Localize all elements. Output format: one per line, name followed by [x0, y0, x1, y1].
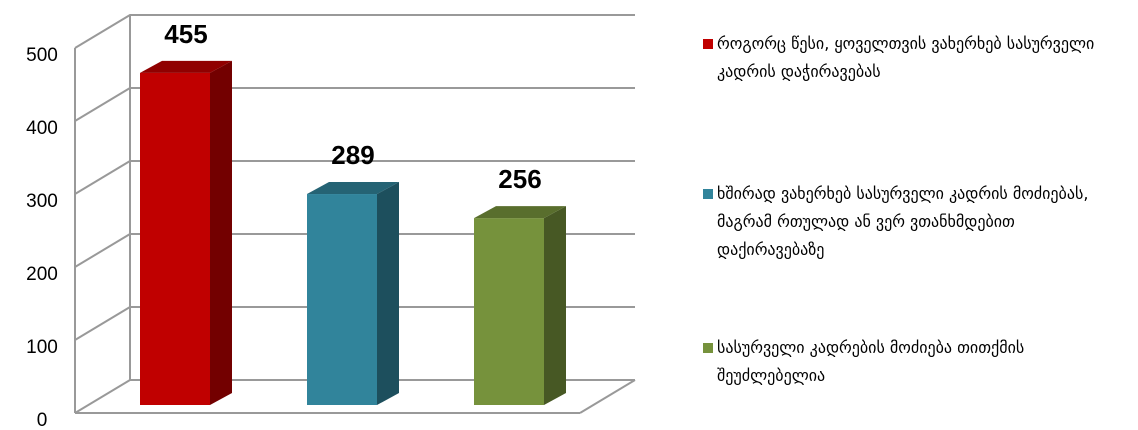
floor-side: [579, 379, 636, 414]
bar-front: [307, 194, 377, 405]
bar-top: [307, 182, 399, 195]
legend-item: სასურველი კადრების მოძიება თითქმის შეუძლ…: [703, 334, 1123, 390]
bar: [140, 60, 232, 405]
grid-line: [74, 160, 635, 195]
grid-line: [74, 379, 635, 414]
bar-top: [474, 206, 566, 219]
bar: [307, 182, 399, 405]
data-label: 289: [331, 140, 374, 170]
bar-front: [140, 72, 210, 405]
y-tick-label: 200: [26, 264, 58, 285]
bar-side: [210, 60, 232, 405]
legend-item: როგორც წესი, ყოველთვის ვახერხებ სასურველ…: [703, 30, 1123, 86]
legend-label: როგორც წესი, ყოველთვის ვახერხებ სასურველ…: [717, 34, 1095, 81]
y-tick-label: 500: [26, 45, 58, 66]
bar-front: [474, 218, 544, 405]
legend-label: ხშირად ვახერხებ სასურველი კადრის მოძიება…: [717, 184, 1089, 259]
bar-top: [140, 60, 232, 73]
grid-line: [74, 306, 635, 341]
data-label: 455: [164, 19, 207, 49]
grid-line: [74, 87, 635, 122]
data-label: 256: [498, 164, 541, 194]
y-tick-label: 400: [26, 118, 58, 139]
chart: 0 100 200 300 400 500 455 289 256: [26, 14, 636, 430]
y-tick-label: 300: [26, 191, 58, 212]
y-tick-label: 0: [37, 410, 48, 430]
bar-side: [544, 206, 566, 405]
legend-swatch: [703, 343, 713, 353]
bar-side: [377, 182, 399, 405]
grid-line: [74, 233, 635, 268]
grid-line: [74, 14, 635, 49]
legend-swatch: [703, 39, 713, 49]
y-tick-label: 100: [26, 337, 58, 358]
legend-label: სასურველი კადრების მოძიება თითქმის შეუძლ…: [717, 338, 1025, 385]
legend-item: ხშირად ვახერხებ სასურველი კადრის მოძიება…: [703, 180, 1123, 264]
legend-swatch: [703, 189, 713, 199]
bar: [474, 206, 566, 405]
